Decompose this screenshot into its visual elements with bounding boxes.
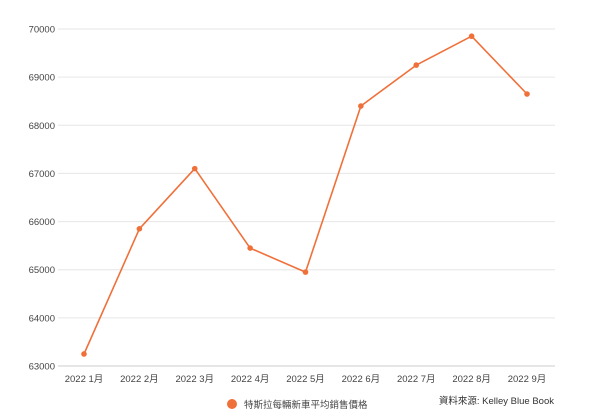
y-tick-label: 64000 [29, 313, 55, 324]
y-tick-label: 69000 [29, 73, 55, 84]
y-tick-label: 70000 [29, 25, 55, 36]
y-tick-label: 68000 [29, 121, 55, 132]
x-tick-label: 2022 1月 [65, 374, 104, 385]
x-tick-label: 2022 9月 [508, 374, 547, 385]
data-point [191, 165, 198, 172]
y-tick-label: 65000 [29, 265, 55, 276]
x-tick-label: 2022 6月 [342, 374, 381, 385]
source-note: 資料來源: Kelley Blue Book [439, 395, 554, 407]
y-axis-labels: 63000 64000 65000 66000 67000 68000 69000 70000 [29, 25, 55, 373]
data-point [81, 351, 87, 357]
legend-swatch [227, 399, 237, 409]
series-line [83, 35, 528, 355]
data-point [524, 91, 530, 97]
x-axis-labels: 2022 1月 2022 2月 2022 3月 2022 4月 2022 5月 2022 … [65, 374, 547, 385]
data-point [302, 269, 309, 275]
legend: 特斯拉每輛新車平均銷售價格 [227, 399, 368, 411]
y-tick-label: 63000 [29, 362, 55, 373]
data-point [413, 62, 420, 68]
y-tick-label: 66000 [29, 217, 55, 228]
x-tick-label: 2022 3月 [175, 374, 214, 385]
series-group [81, 33, 530, 357]
grid-lines [58, 28, 555, 367]
data-point [358, 103, 364, 109]
data-point [136, 225, 143, 232]
data-point [468, 33, 475, 40]
y-tick-label: 67000 [29, 169, 55, 180]
x-tick-label: 2022 8月 [452, 374, 491, 385]
x-tick-label: 2022 2月 [120, 374, 159, 385]
legend-label: 特斯拉每輛新車平均銷售價格 [244, 399, 368, 411]
x-tick-label: 2022 5月 [286, 374, 325, 385]
x-tick-label: 2022 4月 [231, 374, 270, 385]
x-tick-label: 2022 7月 [397, 374, 436, 385]
data-point [247, 245, 253, 251]
